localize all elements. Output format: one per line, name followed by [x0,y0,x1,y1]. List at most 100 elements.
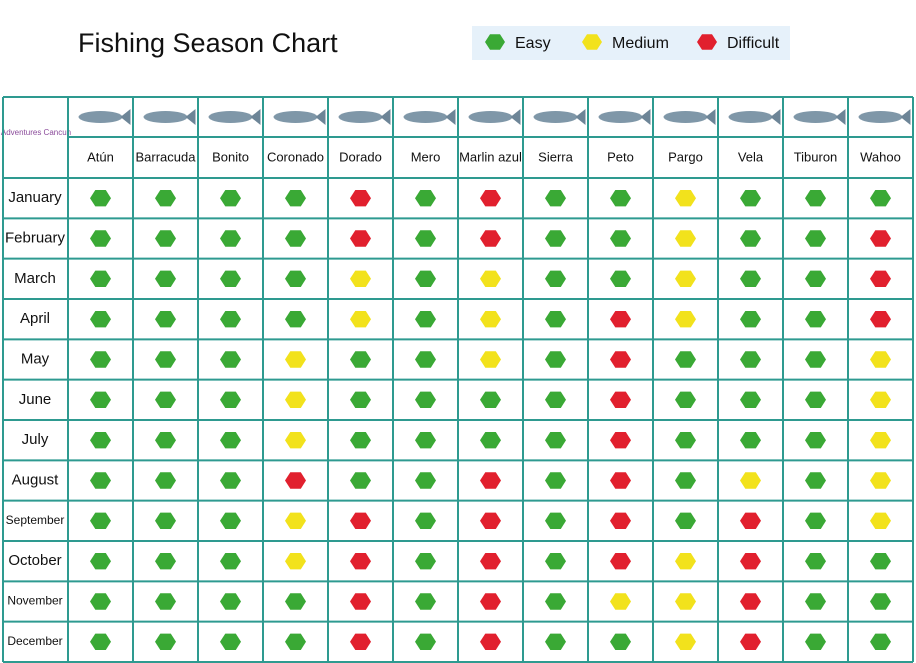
difficulty-marker [285,432,306,449]
difficulty-marker [675,190,696,207]
legend-swatch [582,34,602,50]
difficulty-marker [480,190,501,207]
difficulty-marker [350,432,371,449]
difficulty-marker [415,230,436,247]
difficulty-marker [285,472,306,489]
difficulty-marker [675,351,696,368]
difficulty-marker [90,391,111,408]
difficulty-marker [740,351,761,368]
difficulty-marker [155,432,176,449]
difficulty-marker [155,351,176,368]
difficulty-marker [805,432,826,449]
column-header: Coronado [267,149,324,164]
difficulty-marker [90,472,111,489]
difficulty-marker [545,432,566,449]
difficulty-marker [870,432,891,449]
difficulty-marker [350,270,371,287]
fish-tail [185,109,196,125]
month-label: October [8,552,61,569]
difficulty-marker [415,351,436,368]
difficulty-marker [870,270,891,287]
legend-box [472,26,790,60]
difficulty-marker [480,311,501,328]
difficulty-marker [90,230,111,247]
difficulty-marker [285,351,306,368]
difficulty-marker [545,512,566,529]
fish-tail [120,109,131,125]
difficulty-marker [350,553,371,570]
fish-tail [770,109,781,125]
difficulty-marker [155,311,176,328]
column-header: Peto [607,149,634,164]
difficulty-marker [285,311,306,328]
difficulty-marker [545,633,566,650]
difficulty-marker [350,230,371,247]
logo: Adventures Cancun [1,128,71,137]
difficulty-marker [805,553,826,570]
difficulty-marker [870,512,891,529]
fish-icon [598,111,643,123]
difficulty-marker [350,311,371,328]
difficulty-marker [740,391,761,408]
difficulty-marker [740,190,761,207]
difficulty-marker [285,391,306,408]
difficulty-marker [805,270,826,287]
difficulty-marker [155,190,176,207]
difficulty-marker [480,593,501,610]
fish-icon [273,111,318,123]
difficulty-marker [90,351,111,368]
difficulty-marker [870,593,891,610]
difficulty-marker [610,391,631,408]
difficulty-marker [90,553,111,570]
legend-swatch [697,34,717,50]
fish-tail [315,109,326,125]
difficulty-marker [480,472,501,489]
difficulty-marker [480,351,501,368]
difficulty-marker [870,311,891,328]
legend-label: Easy [515,35,551,52]
difficulty-marker [220,472,241,489]
difficulty-marker [870,351,891,368]
difficulty-marker [870,472,891,489]
difficulty-marker [805,230,826,247]
difficulty-marker [610,311,631,328]
column-header: Sierra [538,149,573,164]
month-label: February [5,229,66,246]
difficulty-marker [610,472,631,489]
difficulty-marker [415,190,436,207]
fish-icon [728,111,773,123]
fish-icon [78,111,123,123]
difficulty-marker [805,512,826,529]
difficulty-marker [350,190,371,207]
difficulty-marker [675,311,696,328]
difficulty-marker [610,633,631,650]
difficulty-marker [870,633,891,650]
legend-label: Medium [612,35,669,52]
difficulty-marker [480,512,501,529]
fish-tail [250,109,261,125]
difficulty-marker [415,553,436,570]
difficulty-marker [675,593,696,610]
fish-icon [858,111,903,123]
month-label: May [21,350,50,367]
difficulty-marker [740,311,761,328]
legend-label: Difficult [727,35,780,52]
difficulty-marker [415,270,436,287]
fish-tail [510,109,521,125]
difficulty-marker [220,230,241,247]
difficulty-marker [220,512,241,529]
difficulty-marker [805,472,826,489]
difficulty-marker [545,593,566,610]
difficulty-marker [155,553,176,570]
fish-tail [705,109,716,125]
difficulty-marker [740,593,761,610]
difficulty-marker [90,512,111,529]
difficulty-marker [545,230,566,247]
difficulty-marker [155,593,176,610]
difficulty-marker [480,391,501,408]
difficulty-marker [610,512,631,529]
difficulty-marker [350,391,371,408]
column-header: Barracuda [136,149,197,164]
fish-icon [793,111,838,123]
difficulty-marker [805,633,826,650]
